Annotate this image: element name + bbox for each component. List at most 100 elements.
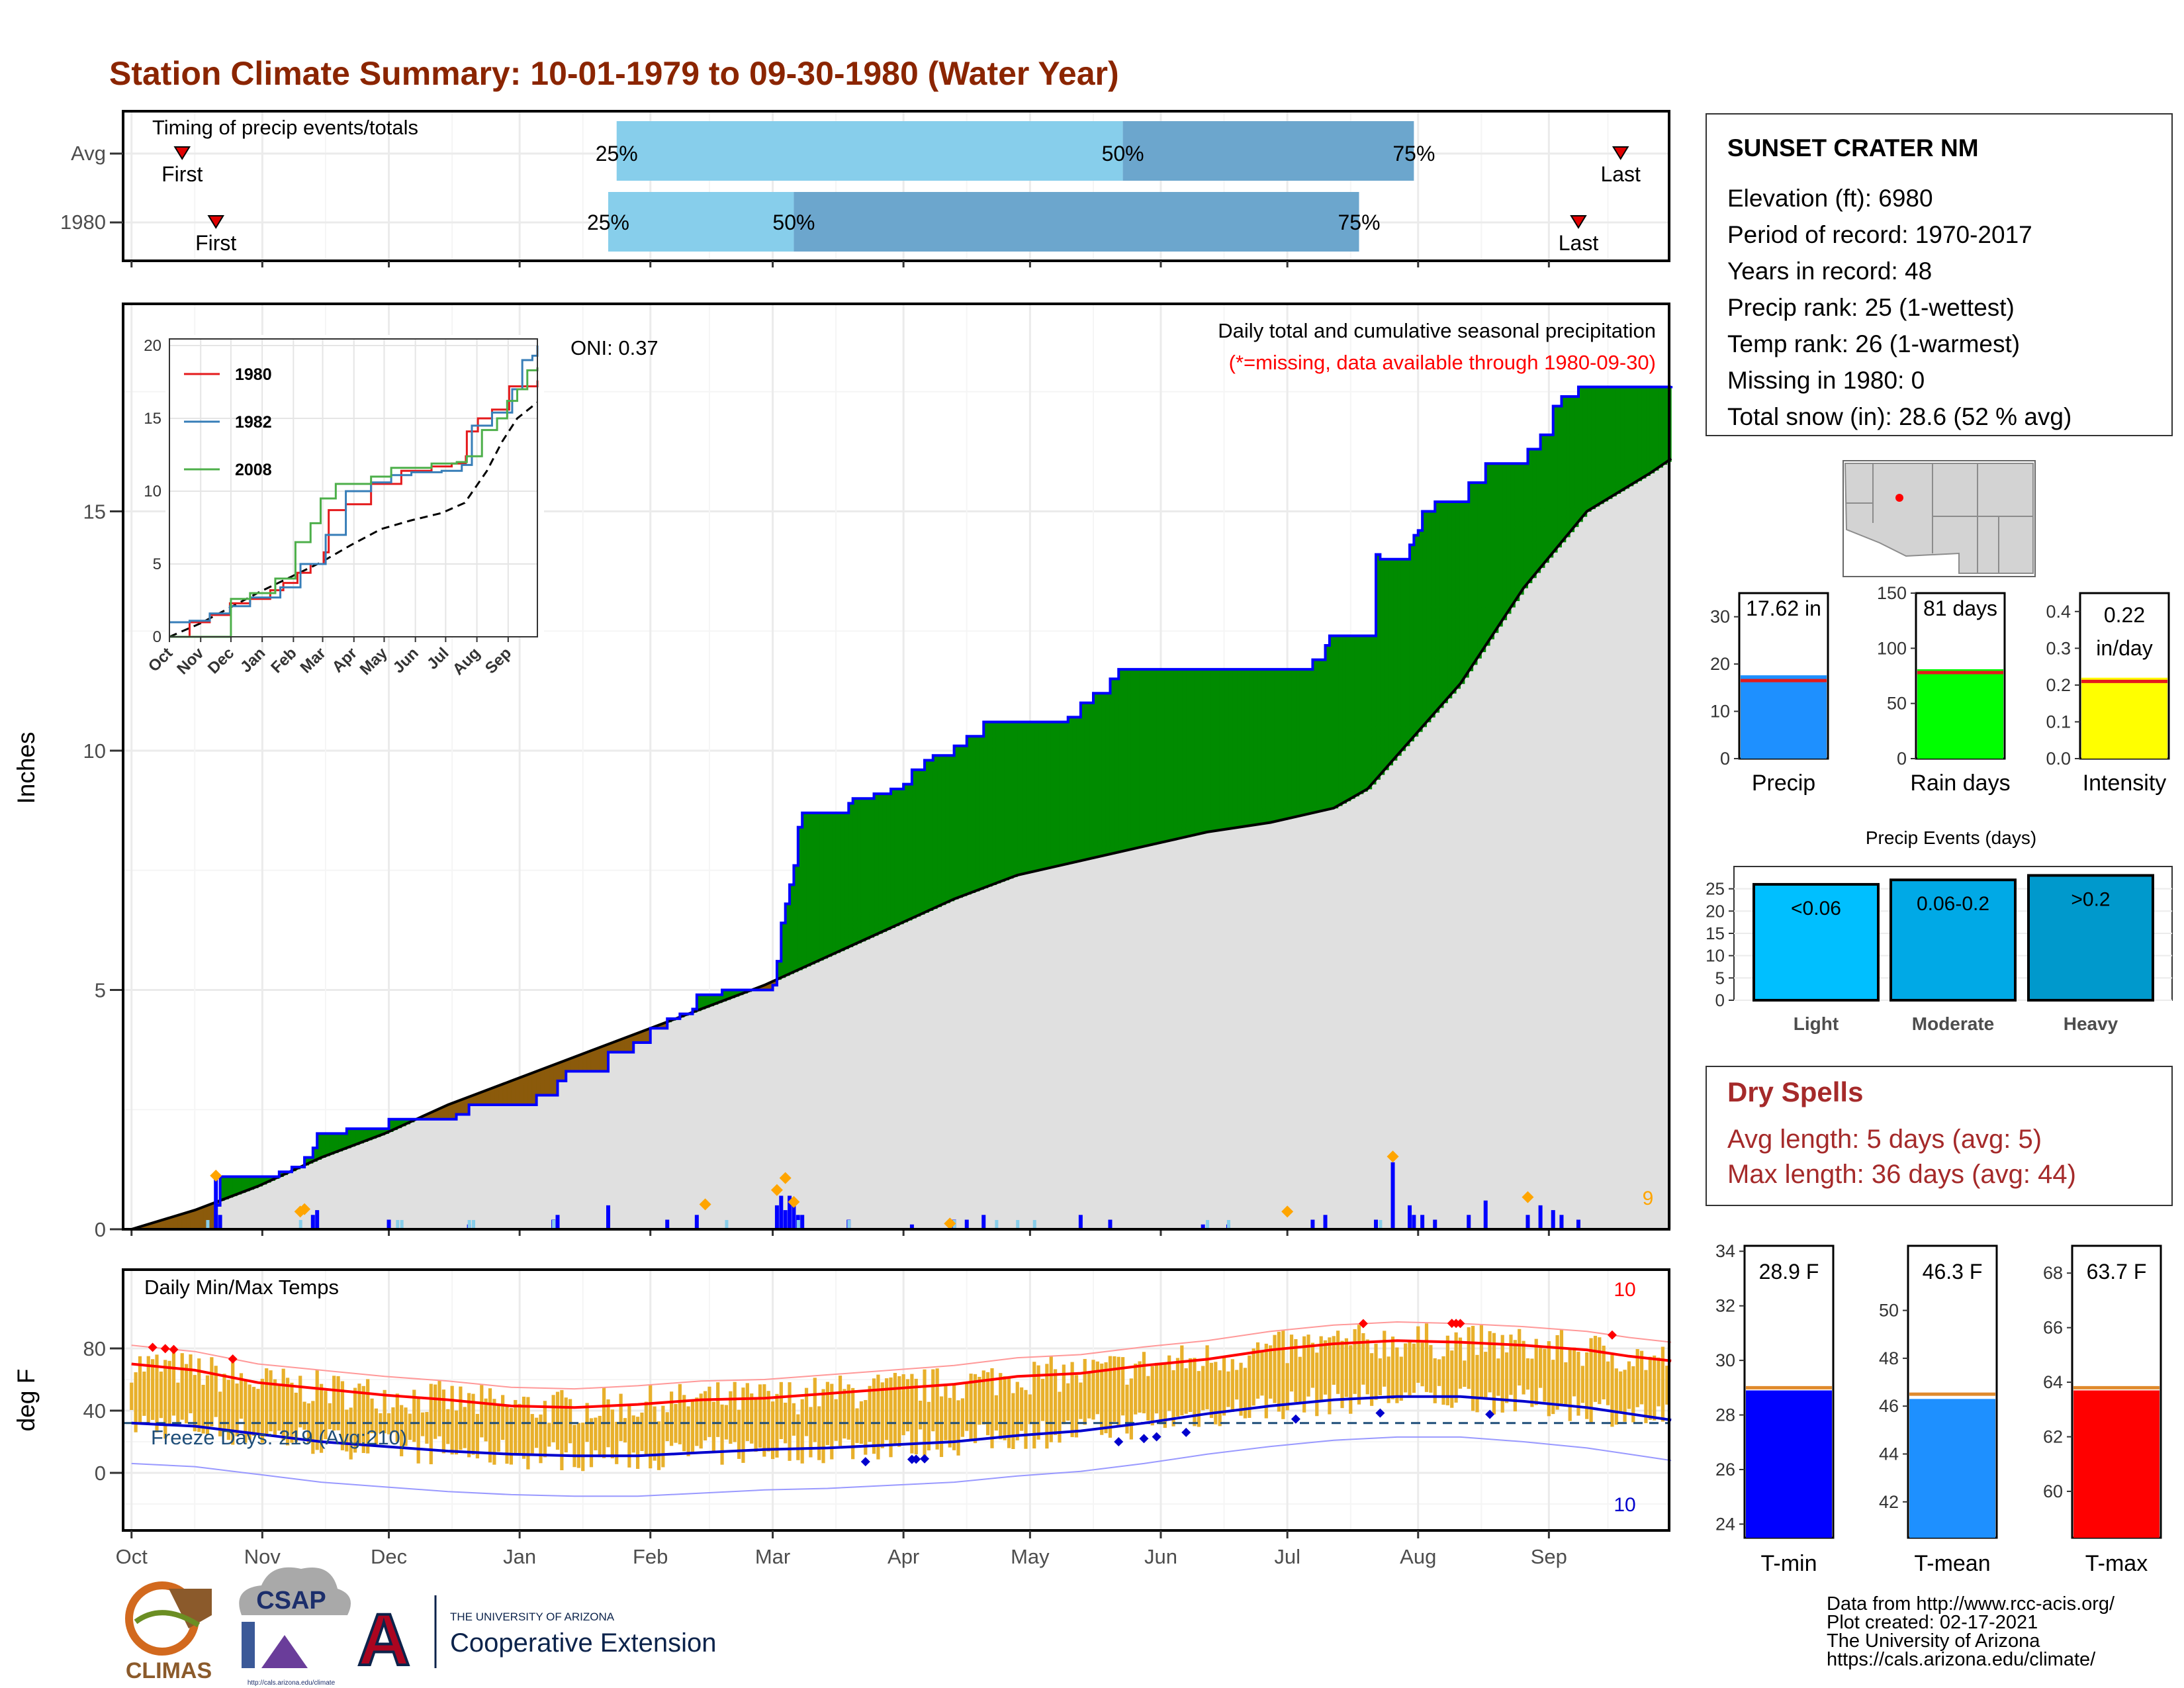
record-high-count: 10 <box>1614 1279 1635 1301</box>
daily-temp-bar <box>1074 1375 1079 1438</box>
daily-temp-bar <box>551 1395 555 1442</box>
daily-temp-bar <box>522 1396 526 1459</box>
daily-temp-bar <box>1568 1348 1572 1421</box>
climas-logo-swoosh <box>134 1610 201 1628</box>
trace-precip-bar <box>298 1220 302 1229</box>
year-p25-label: 25% <box>587 211 629 234</box>
csap-logo: CSAP http://cals.arizona.edu/climate <box>239 1567 351 1687</box>
daily-precip-bar <box>1483 1200 1488 1229</box>
daily-temp-bar <box>1518 1329 1522 1386</box>
daily-temp-bar <box>180 1353 184 1420</box>
daily-temp-bar <box>1087 1372 1091 1419</box>
station-info: SUNSET CRATER NM Elevation (ft): 6980 Pe… <box>1706 113 2173 436</box>
csap-logo-text: CSAP <box>256 1587 326 1615</box>
record-low-count: 10 <box>1614 1494 1635 1516</box>
record-low-marker <box>1181 1427 1191 1437</box>
record-low-marker <box>1291 1414 1300 1424</box>
side-temp-y-tick-label: 64 <box>2043 1372 2063 1392</box>
daily-temp-bar <box>779 1382 783 1439</box>
daily-temp-bar <box>762 1384 766 1457</box>
side-temp-y-tick-label: 62 <box>2043 1427 2063 1447</box>
daily-temp-bar <box>459 1386 463 1450</box>
inset-line-2008 <box>169 367 539 638</box>
record-low-marker <box>920 1454 930 1464</box>
daily-temp-bar <box>467 1393 471 1458</box>
climas-logo: CLIMAS <box>125 1581 212 1683</box>
daily-temp-bar <box>1180 1345 1184 1416</box>
daily-temp-bar <box>1214 1362 1218 1425</box>
daily-temp-bar <box>1416 1326 1420 1383</box>
daily-temp-bar <box>1108 1356 1113 1438</box>
inset-y-tick: 15 <box>144 410 161 428</box>
daily-temp-bar <box>674 1403 678 1443</box>
daily-precip-bar <box>1538 1205 1543 1229</box>
daily-temp-bar <box>1193 1358 1197 1427</box>
daily-temp-bar <box>1585 1352 1589 1419</box>
average-cumulative-line <box>131 457 1672 1231</box>
temp-panel: Daily Min/Max Temps Freeze Days: 219 (Av… <box>13 1268 1672 1568</box>
daily-temp-bar <box>454 1410 459 1455</box>
side-temp-category: T-max <box>2085 1551 2148 1576</box>
daily-temp-bar <box>1505 1352 1509 1403</box>
footer-plot-created: Plot created: 02-17-2021 <box>1827 1612 2038 1633</box>
temp-bars <box>130 1323 1669 1472</box>
daily-temp-bar <box>1328 1337 1332 1415</box>
daily-temp-bar <box>441 1389 446 1454</box>
avg-p50-label: 50% <box>1102 142 1144 165</box>
daily-temp-bar <box>1374 1343 1378 1400</box>
events-y-tick-label: 0 <box>1715 990 1725 1010</box>
daily-temp-bar <box>1091 1360 1095 1420</box>
inset-y-tick: 0 <box>153 628 161 646</box>
daily-temp-bar <box>130 1382 134 1411</box>
daily-temp-bar <box>509 1407 513 1465</box>
daily-temp-bar <box>868 1385 872 1442</box>
daily-precip-bar <box>1525 1215 1530 1229</box>
daily-temp-bar <box>332 1376 336 1431</box>
daily-temp-bar <box>1593 1335 1598 1402</box>
daily-temp-bar <box>893 1372 897 1445</box>
daily-temp-bar <box>686 1406 690 1456</box>
daily-temp-bar <box>425 1412 429 1444</box>
daily-precip-bar <box>310 1215 315 1229</box>
side-temp-y-tick-label: 48 <box>1879 1348 1899 1368</box>
record-min-line <box>131 1436 1672 1497</box>
daily-precip-bar <box>1576 1219 1580 1229</box>
daily-precip-bar <box>555 1215 560 1229</box>
daily-temp-bar <box>1062 1364 1066 1425</box>
daily-temp-bar <box>1315 1352 1319 1417</box>
daily-temp-bar <box>514 1399 518 1454</box>
daily-temp-bar <box>750 1393 754 1444</box>
daily-temp-bar <box>1492 1333 1496 1415</box>
daily-temp-bar <box>1218 1370 1222 1427</box>
daily-temp-bar <box>1049 1356 1053 1442</box>
daily-temp-bar <box>235 1383 239 1436</box>
timing-label: Timing of precip events/totals <box>152 116 418 139</box>
daily-temp-bar <box>1602 1345 1606 1400</box>
trace-precip-bar <box>1206 1220 1210 1229</box>
daily-temp-bar <box>1576 1352 1580 1416</box>
daily-temp-bar <box>395 1393 399 1442</box>
trace-precip-bar <box>552 1220 556 1229</box>
daily-temp-bar <box>948 1397 952 1448</box>
side-temp-bar <box>1909 1399 1995 1538</box>
daily-temp-bar <box>1458 1337 1463 1389</box>
daily-temp-bar <box>834 1399 838 1441</box>
daily-temp-bar <box>1113 1356 1116 1422</box>
daily-temp-bar <box>1390 1336 1395 1399</box>
daily-temp-bar <box>290 1382 294 1443</box>
precip-y-label: Inches <box>13 731 40 804</box>
daily-temp-bar <box>1361 1333 1365 1385</box>
timing-row-year-label: 1980 <box>60 211 106 234</box>
side-temp-value-label: 63.7 F <box>2087 1260 2147 1284</box>
precip-y-tick: 5 <box>95 979 106 1002</box>
side-temp-value-label: 46.3 F <box>1923 1260 1983 1284</box>
daily-temp-bar <box>1653 1355 1657 1421</box>
daily-temp-bar <box>340 1381 345 1450</box>
precip-y-axis: 0 5 10 15 <box>83 500 106 1242</box>
daily-temp-bar <box>530 1414 534 1454</box>
climas-logo-text: CLIMAS <box>126 1658 212 1683</box>
legend-label-1980: 1980 <box>235 365 272 384</box>
daily-temp-bar <box>1083 1358 1087 1425</box>
